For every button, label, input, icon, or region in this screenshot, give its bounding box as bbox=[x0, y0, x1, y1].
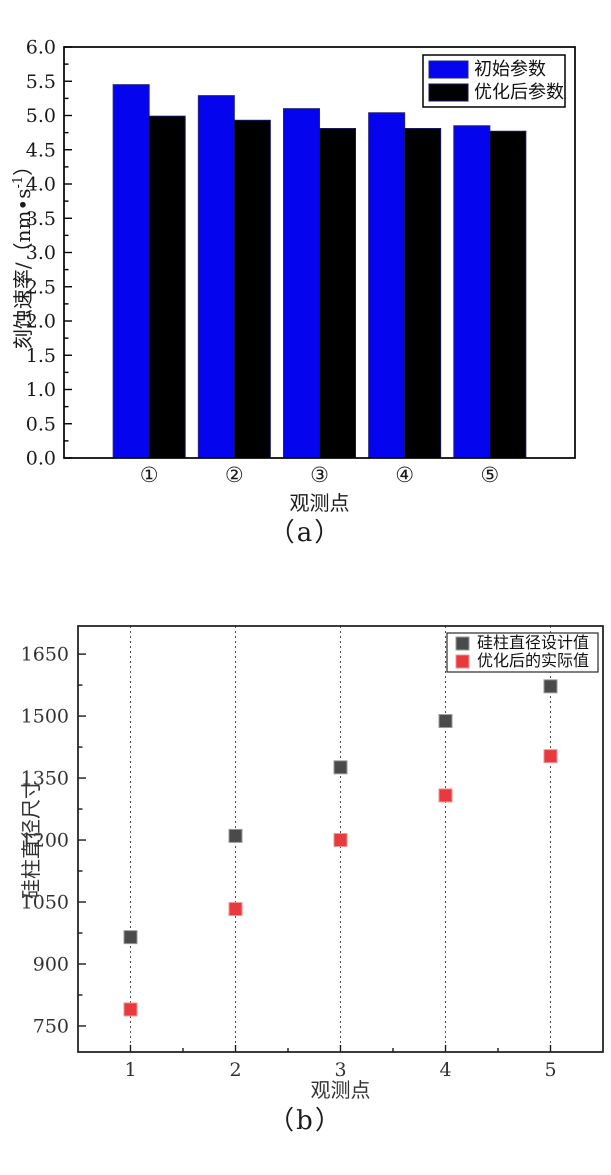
legend-swatch-1 bbox=[428, 83, 469, 102]
plot-area-a: 0.0 0.5 1.0 1.5 2.0 2.5 3.0 3.5 4.0 4.5 5.0 5.5 6.0 ①… bbox=[11, 37, 576, 512]
marker-s1-x1 bbox=[123, 1002, 138, 1017]
marker-s0-x3 bbox=[333, 760, 348, 775]
x-tick-label: ③ bbox=[310, 463, 329, 487]
scatter-series-1 bbox=[123, 749, 558, 1017]
plot-area-b: 750 900 1050 1200 1350 1500 1650 1 2 3 4 5 观测点 硅柱直径尺寸… bbox=[19, 625, 604, 1102]
legend-label-0: 硅柱直径设计值 bbox=[477, 633, 589, 652]
x-tick-label: ① bbox=[140, 463, 159, 487]
y-tick-label: 3.0 bbox=[26, 242, 56, 264]
y-tick-label: 1050 bbox=[21, 892, 69, 914]
legend-swatch-0 bbox=[428, 60, 469, 79]
marker-s0-x1 bbox=[123, 930, 138, 945]
x-tick-label: 1 bbox=[124, 1059, 136, 1081]
y-tick-label: 1200 bbox=[21, 830, 69, 852]
x-tick-label: ⑤ bbox=[480, 463, 499, 487]
y-tick-label: 1500 bbox=[21, 706, 69, 728]
bar-s0-cat4 bbox=[368, 112, 406, 459]
y-axis-labels-b: 750 900 1050 1200 1350 1500 1650 bbox=[21, 644, 69, 1038]
y-tick-label: 2.5 bbox=[26, 276, 56, 298]
bar-chart-etch-rate: 0.0 0.5 1.0 1.5 2.0 2.5 3.0 3.5 4.0 4.5 5.0 5.5 6.0 ①… bbox=[11, 37, 576, 512]
y-tick-label: 1.5 bbox=[26, 345, 56, 367]
x-tick-label: ④ bbox=[395, 463, 414, 487]
y-axis-ticks-a bbox=[64, 46, 72, 459]
legend-label-0: 初始参数 bbox=[474, 59, 546, 80]
legend-label-1: 优化后参数 bbox=[474, 82, 564, 103]
y-tick-label: 750 bbox=[33, 1015, 69, 1037]
marker-s1-x5 bbox=[543, 749, 558, 764]
bar-s0-cat5 bbox=[453, 125, 491, 459]
y-axis-labels-a: 0.0 0.5 1.0 1.5 2.0 2.5 3.0 3.5 4.0 4.5 5.0 5.5 6.0 bbox=[26, 37, 56, 470]
x-tick-label: 2 bbox=[229, 1059, 241, 1081]
bar-s0-cat2 bbox=[197, 95, 235, 459]
scatter-series-0 bbox=[123, 679, 558, 945]
marker-s1-x3 bbox=[333, 833, 348, 848]
x-tick-label: 3 bbox=[334, 1059, 346, 1081]
legend-label-1: 优化后的实际值 bbox=[477, 651, 589, 670]
x-axis-title-b: 观测点 bbox=[311, 1078, 371, 1102]
marker-s1-x4 bbox=[438, 788, 453, 803]
bar-s0-cat1 bbox=[112, 84, 150, 459]
y-tick-label: 5.5 bbox=[26, 71, 56, 93]
y-tick-label: 0.0 bbox=[26, 448, 56, 470]
scatter-chart-pillar-diameter: 750 900 1050 1200 1350 1500 1650 1 2 3 4 5 观测点 硅柱直径尺寸… bbox=[19, 625, 604, 1102]
y-axis-ticks-b bbox=[78, 653, 86, 1027]
bar-s1-cat4 bbox=[404, 128, 442, 459]
x-tick-label: ② bbox=[225, 463, 244, 487]
gridlines-b bbox=[130, 626, 551, 1052]
caption-b: （b） bbox=[268, 1106, 343, 1136]
legend-swatch-1 bbox=[455, 654, 470, 669]
marker-s1-x2 bbox=[228, 902, 243, 917]
y-tick-label: 2.0 bbox=[26, 311, 56, 333]
bar-s0-cat3 bbox=[283, 108, 320, 459]
marker-s0-x2 bbox=[228, 828, 243, 843]
x-tick-label: 5 bbox=[544, 1059, 556, 1081]
y-tick-label: 1650 bbox=[21, 644, 69, 666]
bar-s1-cat2 bbox=[233, 119, 271, 459]
x-axis-labels-b: 1 2 3 4 5 bbox=[124, 1059, 556, 1081]
bar-s1-cat3 bbox=[319, 128, 356, 459]
legend-box-b bbox=[446, 632, 599, 673]
x-axis-ticks-b bbox=[129, 1045, 552, 1052]
legend-swatch-0 bbox=[455, 636, 470, 651]
y-tick-label: 4.5 bbox=[26, 139, 56, 161]
bar-series-0 bbox=[112, 84, 491, 459]
y-tick-label: 1.0 bbox=[26, 379, 56, 401]
marker-s0-x4 bbox=[438, 714, 453, 729]
bar-s1-cat1 bbox=[148, 115, 186, 459]
x-axis-labels-a: ① ② ③ ④ ⑤ bbox=[140, 463, 499, 487]
y-axis-title-a: 刻蚀速率/（nm•s-1） bbox=[11, 156, 35, 349]
y-axis-title-b: 硅柱直径尺寸 bbox=[19, 779, 43, 899]
y-tick-label: 1350 bbox=[21, 768, 69, 790]
y-tick-label: 0.5 bbox=[26, 413, 56, 435]
marker-s0-x5 bbox=[543, 679, 558, 694]
x-axis-title-a: 观测点 bbox=[290, 491, 350, 512]
caption-a: （a） bbox=[268, 518, 343, 548]
y-tick-label: 6.0 bbox=[26, 37, 56, 59]
x-tick-label: 4 bbox=[439, 1059, 451, 1081]
y-tick-label: 3.5 bbox=[26, 208, 56, 230]
y-tick-label: 5.0 bbox=[26, 105, 56, 127]
y-tick-label: 900 bbox=[33, 953, 69, 975]
y-tick-label: 4.0 bbox=[26, 174, 56, 196]
bar-s1-cat5 bbox=[489, 130, 527, 459]
